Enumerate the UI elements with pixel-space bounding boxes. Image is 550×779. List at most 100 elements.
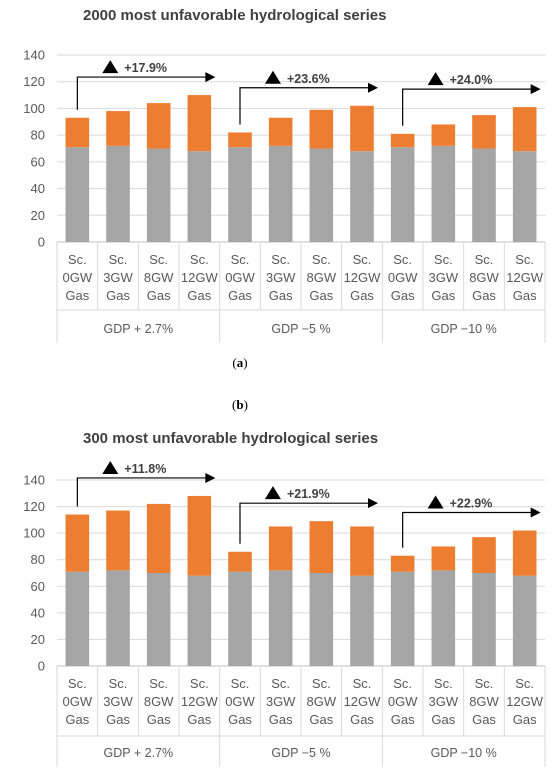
delta-triangle (427, 495, 444, 509)
category-label: Gas (228, 288, 252, 303)
category-label: 3GW (266, 270, 296, 285)
category-label: 12GW (181, 694, 219, 709)
y-tick-label: 120 (23, 499, 45, 514)
category-label: 8GW (144, 270, 174, 285)
annotation-label: +21.9% (287, 487, 330, 501)
category-label: 3GW (103, 694, 133, 709)
category-label: Sc. (109, 676, 128, 691)
category-label: 8GW (144, 694, 174, 709)
bar-base (146, 148, 171, 242)
category-label: Sc. (353, 252, 372, 267)
bar-increment (268, 526, 293, 571)
bar-base (65, 147, 90, 242)
category-label: Sc. (434, 676, 453, 691)
category-label: Sc. (353, 676, 372, 691)
bar-increment (390, 555, 415, 572)
category-label: Sc. (271, 676, 290, 691)
category-label: Gas (472, 712, 496, 727)
bar-base (228, 571, 252, 666)
category-label: 8GW (469, 694, 499, 709)
delta-triangle (264, 486, 281, 500)
bar-increment (309, 521, 334, 573)
category-label: Sc. (231, 252, 250, 267)
bar-increment (431, 546, 456, 571)
category-label: Gas (309, 288, 333, 303)
category-label: Gas (391, 712, 415, 727)
bar-increment (390, 133, 415, 148)
y-tick-label: 0 (38, 659, 45, 674)
category-label: 0GW (388, 694, 418, 709)
bar-base (350, 151, 374, 242)
category-label: Sc. (109, 252, 128, 267)
bar-increment (431, 124, 456, 146)
bar-increment (65, 117, 90, 148)
category-label: 0GW (225, 270, 255, 285)
bar-base (309, 148, 334, 242)
category-label: 12GW (344, 694, 382, 709)
category-label: Gas (65, 712, 89, 727)
y-tick-label: 80 (31, 552, 45, 567)
category-label: 12GW (506, 694, 544, 709)
increase-annotation: +22.9% (402, 495, 541, 548)
bar-increment (228, 132, 252, 148)
category-label: Sc. (312, 676, 331, 691)
category-label: Gas (228, 712, 252, 727)
bar-base (228, 147, 252, 242)
chart-2: 300 most unfavorable hydrological series… (23, 430, 546, 767)
y-tick-label: 140 (23, 48, 45, 63)
category-label: Gas (187, 712, 211, 727)
bar-increment (146, 103, 171, 149)
bar-base (390, 147, 415, 242)
category-label: Sc. (190, 676, 209, 691)
category-label: 12GW (344, 270, 382, 285)
category-label: Sc. (231, 676, 250, 691)
bar-base (106, 145, 130, 242)
y-tick-label: 120 (23, 74, 45, 89)
increase-annotation: +23.6% (239, 70, 378, 125)
category-label: Gas (147, 288, 171, 303)
arrow-head (368, 498, 378, 509)
annotation-arrow (239, 502, 370, 544)
category-label: Sc. (393, 252, 412, 267)
annotation-arrow (239, 87, 370, 125)
y-tick-label: 80 (31, 128, 45, 143)
y-tick-label: 100 (23, 526, 45, 541)
y-tick-label: 40 (31, 181, 45, 196)
bar-increment (106, 510, 130, 571)
category-label: 12GW (181, 270, 219, 285)
y-tick-label: 40 (31, 605, 45, 620)
annotation-arrow (402, 88, 533, 126)
bar-increment (65, 514, 90, 572)
annotation-arrow (76, 76, 208, 110)
bar-increment (187, 95, 212, 152)
category-label: Gas (65, 288, 89, 303)
delta-triangle (102, 460, 119, 474)
bar-increment (350, 526, 374, 576)
category-label: 12GW (506, 270, 544, 285)
annotation-label: +24.0% (450, 73, 493, 87)
annotation-label: +23.6% (287, 72, 330, 86)
group-label: GDP −10 % (431, 746, 497, 760)
bar-base (431, 145, 456, 242)
category-label: Sc. (475, 252, 494, 267)
annotation-label: +11.8% (124, 462, 166, 476)
bar-base (187, 575, 212, 666)
category-label: Sc. (190, 252, 209, 267)
category-label: Gas (431, 288, 455, 303)
category-label: 0GW (63, 694, 93, 709)
category-label: Sc. (312, 252, 331, 267)
subfigure-label-a: (a) (232, 355, 247, 370)
category-label: Sc. (393, 676, 412, 691)
delta-triangle (264, 70, 281, 84)
y-tick-label: 0 (38, 235, 45, 250)
category-label: 8GW (307, 270, 337, 285)
category-label: Sc. (149, 252, 168, 267)
bar-base (309, 573, 334, 666)
category-label: Gas (513, 712, 537, 727)
bar-base (390, 571, 415, 666)
bar-base (106, 570, 130, 666)
category-label: Gas (350, 288, 374, 303)
increase-annotation: +21.9% (239, 486, 378, 544)
delta-triangle (102, 60, 119, 74)
